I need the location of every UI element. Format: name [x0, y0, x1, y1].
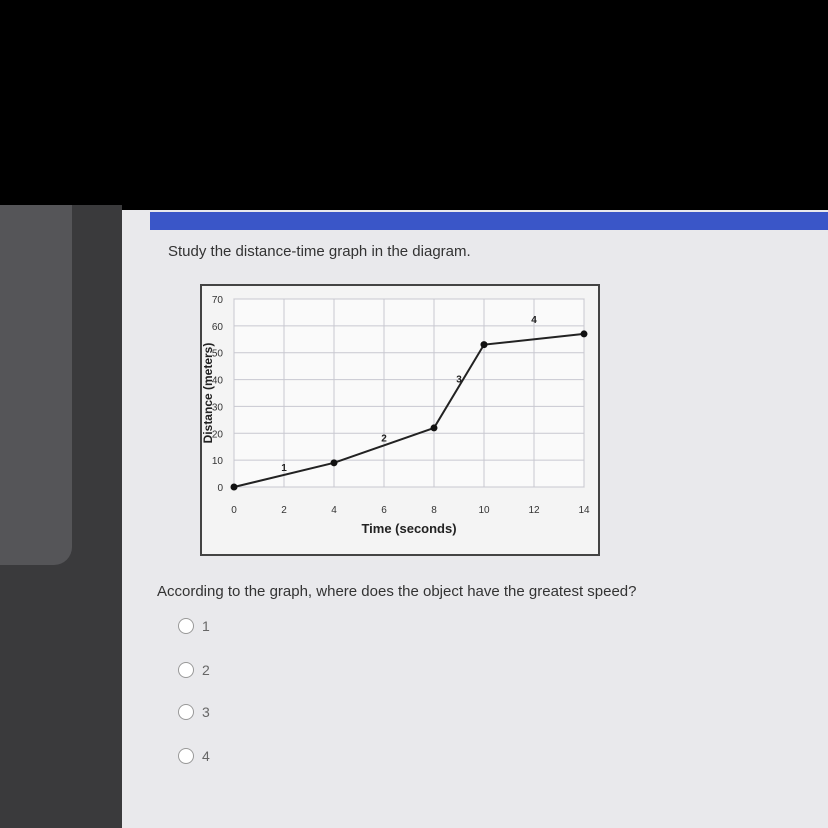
- x-tick-label: 8: [431, 505, 437, 516]
- prompt-text: Study the distance-time graph in the dia…: [168, 243, 471, 260]
- data-point: [230, 483, 238, 491]
- chart-frame: 0 2 4 6 8 10 12 14 0 10 20 30 40 50 60 70 Time (seconds)…: [200, 284, 600, 556]
- option-label: 2: [202, 662, 210, 678]
- y-tick-label: 60: [212, 322, 224, 333]
- y-tick-label: 0: [217, 483, 223, 494]
- x-tick-label: 0: [231, 505, 237, 516]
- segment-label: 4: [531, 315, 537, 326]
- x-tick-label: 6: [381, 505, 387, 516]
- left-card: [0, 205, 72, 565]
- data-point: [430, 424, 438, 432]
- y-tick-label: 30: [212, 402, 224, 413]
- option-2[interactable]: 2: [178, 662, 210, 678]
- y-tick-label: 50: [212, 349, 224, 360]
- segment-label: 1: [281, 463, 287, 474]
- x-tick-label: 10: [478, 505, 490, 516]
- x-tick-label: 2: [281, 505, 287, 516]
- radio-button[interactable]: [178, 618, 194, 634]
- data-point: [580, 330, 588, 338]
- x-tick-label: 4: [331, 505, 337, 516]
- header-bar: [150, 212, 828, 230]
- y-axis-label: Distance (meters): [202, 343, 215, 444]
- option-label: 1: [202, 618, 210, 634]
- plot-area: [233, 298, 585, 488]
- data-point: [330, 459, 338, 467]
- radio-button[interactable]: [178, 662, 194, 678]
- y-tick-label: 70: [212, 295, 224, 306]
- y-tick-label: 40: [212, 376, 224, 387]
- radio-button[interactable]: [178, 748, 194, 764]
- segment-label: 3: [456, 374, 462, 385]
- option-1[interactable]: 1: [178, 618, 210, 634]
- radio-button[interactable]: [178, 704, 194, 720]
- x-axis-label: Time (seconds): [361, 521, 456, 536]
- option-label: 4: [202, 748, 210, 764]
- option-4[interactable]: 4: [178, 748, 210, 764]
- x-tick-label: 14: [578, 505, 590, 516]
- data-point: [480, 341, 488, 349]
- question-text: According to the graph, where does the o…: [157, 583, 637, 600]
- y-tick-label: 20: [212, 429, 224, 440]
- option-3[interactable]: 3: [178, 704, 210, 720]
- segment-label: 2: [381, 433, 387, 444]
- x-tick-label: 12: [528, 505, 540, 516]
- option-label: 3: [202, 704, 210, 720]
- y-tick-label: 10: [212, 456, 224, 467]
